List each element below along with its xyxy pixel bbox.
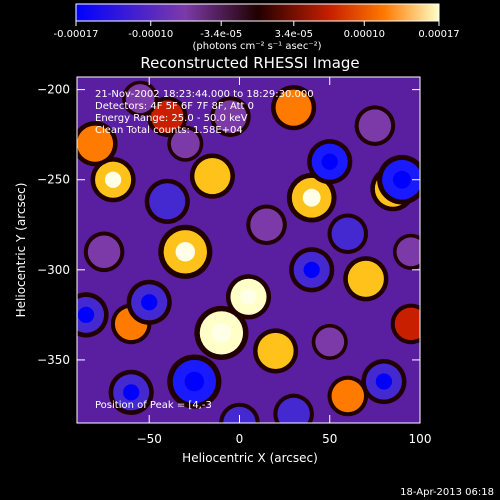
colorbar-tick-label: -3.4e-05 xyxy=(200,29,242,40)
colorbar-ticks: -0.00017 -0.00010 -3.4e-05 3.4e-05 0.00010 0.… xyxy=(54,21,460,40)
x-axis-label: Heliocentric X (arcsec) xyxy=(182,451,318,465)
chart-title: Reconstructed RHESSI Image xyxy=(140,54,359,72)
heatmap-blob-core xyxy=(211,323,232,343)
heatmap-blob xyxy=(358,109,392,142)
x-tick-label: 100 xyxy=(409,432,432,446)
x-tick-label: 0 xyxy=(236,432,244,446)
y-tick-label: −200 xyxy=(37,83,70,97)
heatmap-blob xyxy=(277,397,310,423)
heatmap-blob xyxy=(125,84,155,114)
heatmap-blob-core xyxy=(175,242,196,262)
heatmap-blob xyxy=(223,406,256,423)
heatmap-blob xyxy=(347,260,384,297)
heatmap-blob xyxy=(214,100,247,133)
heatmap-plot: −50 0 50 100 −200 −250 −300 −350 xyxy=(37,76,431,446)
heatmap-blob xyxy=(275,89,312,126)
timestamp: 18-Apr-2013 06:18 xyxy=(400,487,494,498)
heatmap-blob-core xyxy=(393,170,411,189)
colorbar-tick-label: 0.00017 xyxy=(418,29,459,40)
annotation-line-3: Energy Range: 25.0 - 50.0 keV xyxy=(95,113,248,124)
colorbar-tick-label: 3.4e-05 xyxy=(275,29,313,40)
heatmap-blobs xyxy=(77,80,420,423)
heatmap-blob xyxy=(331,379,365,413)
heatmap-blob xyxy=(151,100,184,133)
y-tick-label: −350 xyxy=(37,353,70,367)
colorbar-gradient xyxy=(75,3,440,22)
heatmap-blob xyxy=(149,183,186,220)
annotation-line-4: Clean Total counts: 1.58E+04 xyxy=(95,125,243,136)
annotation-line-2: Detectors: 4F 5F 6F 7F 8F, Att 0 xyxy=(95,101,254,112)
heatmap-blob xyxy=(315,327,345,357)
colorbar: -0.00017 -0.00010 -3.4e-05 3.4e-05 0.00010 0.… xyxy=(54,3,460,52)
plot-frame xyxy=(76,76,421,424)
heatmap-blob-core xyxy=(104,171,122,188)
y-axis-label: Heliocentric Y (arcsec) xyxy=(14,183,28,318)
heatmap-blob-core xyxy=(184,371,205,392)
heatmap-blob xyxy=(396,237,420,267)
peak-position-label: Position of Peak = [4,-3 xyxy=(95,400,212,411)
heatmap-blob xyxy=(194,158,231,195)
annotation-line-1: 21-Nov-2002 18:23:44.000 to 18:29:30.000 xyxy=(95,89,314,100)
colorbar-units: (photons cm⁻² s⁻¹ asec⁻²) xyxy=(192,41,321,52)
heatmap-blob-core xyxy=(303,261,320,278)
heatmap-blob xyxy=(394,307,420,341)
heatmap-blob-core xyxy=(77,306,95,323)
annotation-block: 21-Nov-2002 18:23:44.000 to 18:29:30.000… xyxy=(95,89,314,136)
heatmap-blob xyxy=(87,235,121,269)
colorbar-tick-label: -0.00017 xyxy=(54,29,99,40)
heatmap-blob xyxy=(331,217,365,251)
heatmap-blob xyxy=(170,129,200,159)
axis-ticks: −50 0 50 100 −200 −250 −300 −350 xyxy=(37,77,431,446)
x-tick-label: −50 xyxy=(137,432,162,446)
colorbar-tick-label: -0.00010 xyxy=(128,29,173,40)
x-tick-label: 50 xyxy=(322,432,337,446)
heatmap-blob-core xyxy=(375,373,393,390)
heatmap-blob-core xyxy=(240,288,257,305)
heatmap-blob xyxy=(250,208,283,242)
heatmap-blob-core xyxy=(302,188,321,207)
heatmap-blob-core xyxy=(123,384,140,401)
heatmap-blob xyxy=(257,332,294,369)
heatmap-blob xyxy=(77,125,114,162)
colorbar-tick-label: 0.00010 xyxy=(344,29,385,40)
heatmap-blob-core xyxy=(141,294,158,311)
heatmap-blob-core xyxy=(321,153,338,170)
y-tick-label: −250 xyxy=(37,173,70,187)
y-tick-label: −300 xyxy=(37,263,70,277)
